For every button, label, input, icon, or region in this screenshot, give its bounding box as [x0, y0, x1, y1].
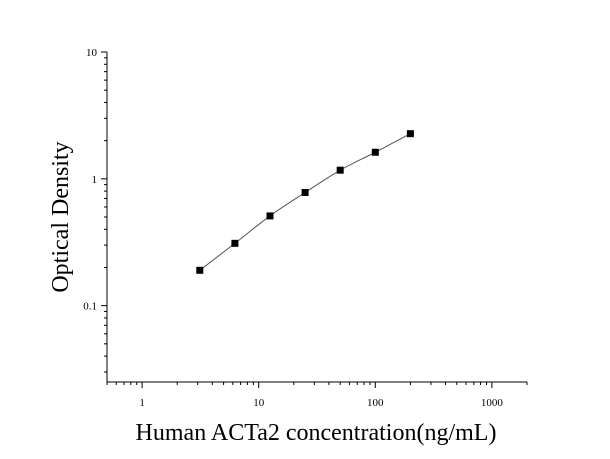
y-tick-label: 0.1 — [83, 301, 97, 313]
y-tick-label: 10 — [86, 47, 98, 59]
x-tick-label: 1 — [139, 397, 145, 409]
fit-curve — [199, 133, 411, 271]
y-tick-label: 1 — [92, 174, 98, 186]
data-point — [336, 166, 344, 174]
data-point — [301, 189, 309, 197]
plot-area — [196, 130, 414, 274]
x-tick-label: 10 — [253, 397, 265, 409]
x-axis: 1 10 100 1000 — [106, 381, 528, 409]
x-ticks: 1 10 100 1000 — [106, 382, 528, 409]
data-point — [266, 212, 274, 220]
x-tick-label: 1000 — [481, 397, 504, 409]
data-point — [406, 130, 414, 138]
y-ticks: 10 1 0.1 — [83, 47, 107, 373]
data-point — [231, 239, 239, 247]
x-axis-title: Human ACTa2 concentration(ng/mL) — [136, 420, 497, 446]
y-axis: 10 1 0.1 — [83, 47, 108, 382]
x-tick-label: 100 — [367, 397, 384, 409]
y-axis-title: Optical Density — [48, 141, 74, 292]
data-point — [196, 266, 204, 274]
data-point — [371, 148, 379, 156]
